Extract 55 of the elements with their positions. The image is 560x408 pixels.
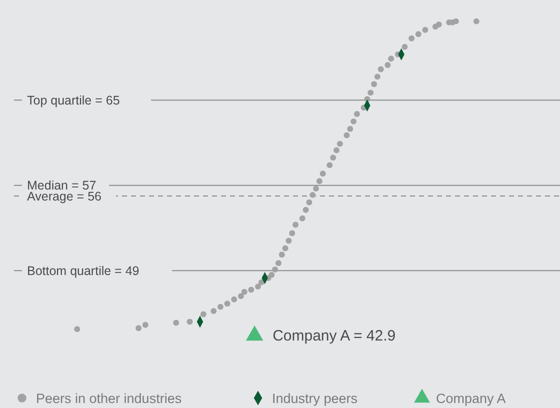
y-tick-label: Top quartile = 65 xyxy=(27,94,120,108)
point xyxy=(200,311,206,318)
point xyxy=(224,300,230,307)
point xyxy=(326,162,333,168)
point xyxy=(347,126,354,132)
point xyxy=(255,284,261,290)
point xyxy=(231,296,238,302)
point xyxy=(371,81,378,88)
point xyxy=(272,266,278,272)
point xyxy=(241,288,248,295)
point xyxy=(74,326,80,332)
point xyxy=(292,222,299,228)
point xyxy=(333,147,340,154)
point xyxy=(415,31,422,38)
legend-label: Peers in other industries xyxy=(36,391,182,406)
point xyxy=(302,206,309,213)
data-label: Company A = 42.9 xyxy=(272,328,396,345)
point xyxy=(350,118,357,124)
point xyxy=(289,230,296,236)
point xyxy=(402,44,408,50)
point xyxy=(278,252,285,258)
point xyxy=(354,111,360,117)
legend-label: Company A xyxy=(436,391,506,406)
point xyxy=(306,199,312,206)
point xyxy=(384,62,391,68)
point xyxy=(388,56,394,62)
point xyxy=(368,90,374,96)
point xyxy=(248,286,254,293)
point xyxy=(320,170,326,177)
point xyxy=(422,26,428,33)
legend-label: Industry peers xyxy=(272,391,358,406)
point xyxy=(142,322,148,328)
point xyxy=(310,192,316,198)
point xyxy=(408,35,415,42)
point xyxy=(210,308,217,314)
point xyxy=(173,320,180,326)
point xyxy=(313,186,319,192)
point xyxy=(374,74,380,80)
point xyxy=(336,140,343,147)
point xyxy=(217,304,224,310)
point xyxy=(282,245,288,252)
point xyxy=(344,132,350,138)
point xyxy=(299,215,306,222)
y-tick-label: Bottom quartile = 49 xyxy=(27,264,140,278)
point xyxy=(473,18,480,24)
point xyxy=(330,154,336,161)
point xyxy=(286,238,292,244)
point xyxy=(136,325,142,332)
point xyxy=(238,293,244,300)
point xyxy=(316,178,322,184)
point xyxy=(436,22,442,28)
point xyxy=(186,318,193,325)
point xyxy=(275,260,282,266)
point xyxy=(268,272,275,278)
point xyxy=(378,66,384,72)
